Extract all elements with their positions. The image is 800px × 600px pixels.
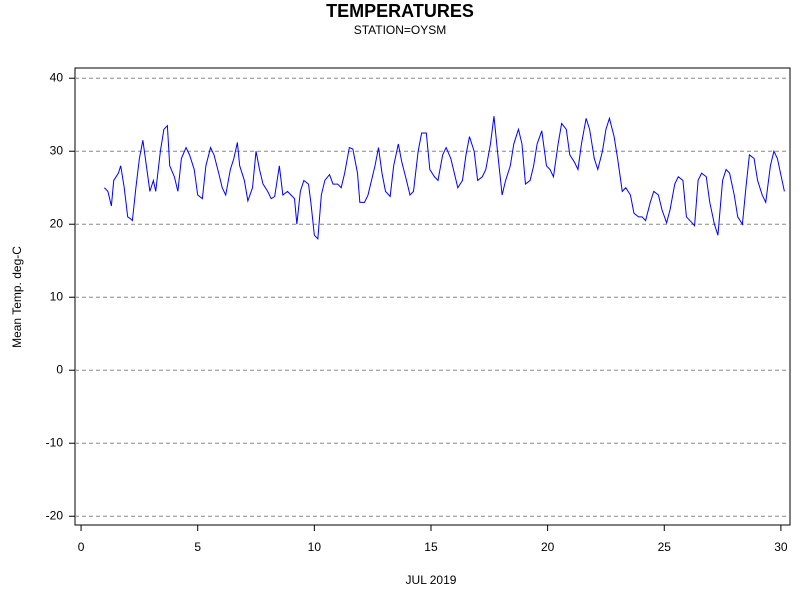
- y-tick-label: -10: [46, 435, 64, 449]
- x-tick-label: 30: [774, 540, 788, 554]
- y-tick-label: 30: [50, 143, 64, 157]
- y-tick-label: 20: [50, 216, 64, 230]
- y-axis-label: Mean Temp. deg-C: [10, 246, 24, 348]
- plot-frame: [74, 67, 791, 526]
- y-tick-label: 40: [50, 70, 64, 84]
- x-tick-label: 25: [658, 540, 672, 554]
- x-tick-label: 5: [194, 540, 201, 554]
- y-tick-label: 0: [56, 362, 63, 376]
- x-axis-label: JUL 2019: [406, 573, 457, 587]
- x-tick-label: 0: [78, 540, 85, 554]
- y-tick-label: -20: [46, 508, 64, 522]
- x-tick-label: 15: [424, 540, 438, 554]
- data-line: [104, 116, 785, 240]
- y-tick-label: 10: [50, 289, 64, 303]
- x-tick-label: 20: [541, 540, 555, 554]
- chart-title: TEMPERATURES: [326, 1, 474, 21]
- chart-subtitle: STATION=OYSM: [354, 23, 447, 37]
- x-tick-label: 10: [308, 540, 322, 554]
